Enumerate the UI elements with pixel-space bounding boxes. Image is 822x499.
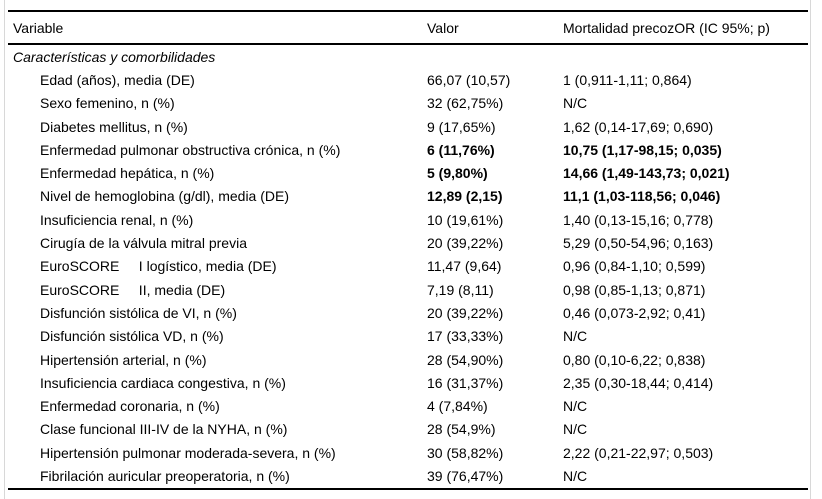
table-row: Insuficiencia cardiaca congestiva, n (%)… (8, 371, 808, 394)
valor-cell: 7,19 (8,11) (427, 281, 494, 298)
valor-cell: 4 (7,84%) (427, 398, 488, 415)
table-row: Sexo femenino, n (%) 32 (62,75%) N/C (8, 92, 808, 115)
variable-cell: Hipertensión arterial, n (%) (40, 351, 207, 368)
or-cell: N/C (563, 467, 588, 484)
table-row: Edad (años), media (DE) 66,07 (10,57) 1 (0… (8, 68, 808, 91)
or-cell: 2,35 (0,30-18,44; 0,414) (563, 374, 714, 391)
variable-cell: Clase funcional III-IV de la NYHA, n (%) (40, 421, 288, 438)
valor-cell: 28 (54,90%) (427, 351, 504, 368)
variable-cell: EuroSCORE II, media (DE) (40, 281, 226, 298)
valor-cell: 20 (39,22%) (427, 235, 504, 252)
table-row: Disfunción sistólica de VI, n (%) 20 (39,… (8, 301, 808, 324)
valor-cell: 6 (11,76%) (427, 141, 495, 158)
variable-cell: Hipertensión pulmonar moderada-severa, n… (40, 444, 336, 461)
or-cell: 0,80 (0,10-6,22; 0,838) (563, 351, 706, 368)
or-cell: 10,75 (1,17-98,15; 0,035) (563, 141, 722, 158)
valor-cell: 12,89 (2,15) (427, 188, 503, 205)
valor-cell: 11,47 (9,64) (427, 258, 502, 275)
or-cell: 11,1 (1,03-118,56; 0,046) (563, 188, 721, 205)
valor-cell: 16 (31,37%) (427, 374, 504, 391)
or-cell: N/C (563, 421, 588, 438)
column-header-mortalidad: Mortalidad precozOR (IC 95%; p) (563, 11, 808, 45)
table-header: Variable Valor Mortalidad precozOR (IC 9… (8, 11, 808, 45)
variable-cell: Disfunción sistólica de VI, n (%) (40, 304, 237, 321)
or-cell: N/C (563, 95, 588, 112)
or-cell: 0,96 (0,84-1,10; 0,599) (563, 258, 706, 275)
variable-cell: Insuficiencia renal, n (%) (40, 211, 194, 228)
variable-cell: Enfermedad pulmonar obstructiva crónica,… (40, 141, 341, 158)
right-edge-line (810, 0, 811, 499)
table-row: Hipertensión pulmonar moderada-severa, n… (8, 441, 808, 464)
valor-cell: 10 (19,61%) (427, 211, 504, 228)
table-row: Insuficiencia renal, n (%) 10 (19,61%) 1,4… (8, 208, 808, 231)
or-cell: 1,62 (0,14-17,69; 0,690) (563, 118, 714, 135)
valor-cell: 20 (39,22%) (427, 304, 504, 321)
table-row: Nivel de hemoglobina (g/dl), media (DE) 1… (8, 185, 808, 208)
table-row: Enfermedad hepática, n (%) 5 (9,80%) 14,66… (8, 161, 808, 184)
column-header-valor: Valor (427, 11, 563, 45)
or-cell: 0,46 (0,073-2,92; 0,41) (563, 304, 706, 321)
table-row: Diabetes mellitus, n (%) 9 (17,65%) 1,62 (… (8, 115, 808, 138)
table-body: Características y comorbilidades Edad (a… (8, 44, 808, 489)
or-cell: 1,40 (0,13-15,16; 0,778) (563, 211, 714, 228)
table-row: EuroSCORE I logístico, media (DE) 11,47 (… (8, 255, 808, 278)
table-row: Hipertensión arterial, n (%) 28 (54,90%) 0… (8, 348, 808, 371)
table-row: Fibrilación auricular preoperatoria, n (… (8, 464, 808, 488)
statistics-table: Variable Valor Mortalidad precozOR (IC 9… (8, 10, 808, 490)
valor-cell: 32 (62,75%) (427, 95, 504, 112)
table-row: Disfunción sistólica VD, n (%) 17 (33,33%… (8, 325, 808, 348)
table-row: Enfermedad coronaria, n (%) 4 (7,84%) N/C (8, 394, 808, 417)
or-cell: 14,66 (1,49-143,73; 0,021) (563, 165, 730, 182)
variable-cell: Disfunción sistólica VD, n (%) (40, 328, 224, 345)
variable-cell: Fibrilación auricular preoperatoria, n (… (40, 467, 290, 484)
left-edge-line (4, 0, 5, 499)
variable-cell: Sexo femenino, n (%) (40, 95, 175, 112)
table-row: Enfermedad pulmonar obstructiva crónica,… (8, 138, 808, 161)
variable-cell: Insuficiencia cardiaca congestiva, n (%) (40, 374, 286, 391)
valor-cell: 5 (9,80%) (427, 165, 488, 182)
variable-cell: Edad (años), media (DE) (40, 71, 195, 88)
header-row: Variable Valor Mortalidad precozOR (IC 9… (8, 11, 808, 45)
variable-cell: Nivel de hemoglobina (g/dl), media (DE) (40, 188, 289, 205)
variable-cell: Enfermedad coronaria, n (%) (40, 398, 220, 415)
valor-cell: 9 (17,65%) (427, 118, 496, 135)
or-cell: 1 (0,911-1,11; 0,864) (563, 71, 692, 88)
valor-cell: 30 (58,82%) (427, 444, 504, 461)
or-cell: N/C (563, 398, 588, 415)
column-header-variable: Variable (8, 11, 427, 45)
or-cell: N/C (563, 328, 588, 345)
valor-cell: 17 (33,33%) (427, 328, 504, 345)
valor-cell: 66,07 (10,57) (427, 71, 511, 88)
or-cell: 0,98 (0,85-1,13; 0,871) (563, 281, 706, 298)
variable-cell: EuroSCORE I logístico, media (DE) (40, 258, 277, 275)
variable-cell: Cirugía de la válvula mitral previa (40, 235, 247, 252)
section-row: Características y comorbilidades (8, 44, 808, 68)
valor-cell: 39 (76,47%) (427, 467, 504, 484)
or-cell: 2,22 (0,21-22,97; 0,503) (563, 444, 714, 461)
variable-cell: Diabetes mellitus, n (%) (40, 118, 188, 135)
section-label: Características y comorbilidades (13, 48, 216, 65)
valor-cell: 28 (54,9%) (427, 421, 496, 438)
or-cell: 5,29 (0,50-54,96; 0,163) (563, 235, 714, 252)
table-row: Clase funcional III-IV de la NYHA, n (%)… (8, 418, 808, 441)
table-row: Cirugía de la válvula mitral previa 20 (3… (8, 231, 808, 254)
table-row: EuroSCORE II, media (DE) 7,19 (8,11) 0,98 … (8, 278, 808, 301)
variable-cell: Enfermedad hepática, n (%) (40, 165, 215, 182)
